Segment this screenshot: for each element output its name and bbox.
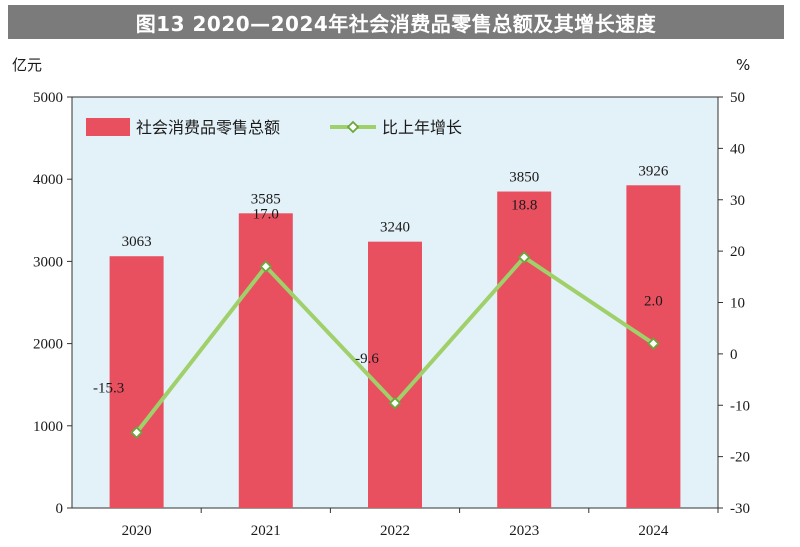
growth-value-label: -15.3	[93, 380, 124, 396]
y-left-tick-label: 0	[56, 501, 64, 517]
legend-line-label: 比上年增长	[382, 118, 462, 137]
growth-value-label: -9.6	[355, 351, 379, 367]
growth-value-label: 18.8	[511, 197, 537, 213]
bar-value-label: 3240	[380, 220, 410, 236]
bar	[497, 191, 552, 508]
bar-value-label: 3926	[638, 163, 669, 179]
y-right-tick-label: -30	[730, 501, 750, 517]
bar-value-label: 3063	[122, 234, 152, 250]
growth-value-label: 17.0	[253, 207, 279, 223]
y-right-tick-label: -10	[730, 398, 750, 414]
x-tick-label: 2023	[509, 523, 539, 539]
y-right-tick-label: 40	[730, 141, 745, 157]
growth-marker	[647, 337, 660, 350]
legend-bar-label: 社会消费品零售总额	[136, 118, 280, 137]
bar-value-label: 3585	[251, 191, 281, 207]
y-right-tick-label: -20	[730, 450, 750, 466]
bar-value-label: 3850	[509, 170, 539, 186]
y-left-tick-label: 4000	[33, 172, 63, 188]
x-tick-label: 2021	[251, 523, 281, 539]
x-tick-label: 2020	[122, 523, 152, 539]
growth-marker	[517, 251, 531, 264]
bar	[109, 256, 164, 508]
y-right-tick-label: 10	[730, 296, 745, 312]
y-right-unit: %	[736, 56, 750, 74]
x-tick-label: 2022	[380, 523, 410, 539]
y-left-tick-label: 5000	[33, 90, 63, 106]
y-right-tick-label: 50	[730, 90, 745, 106]
bar	[238, 213, 293, 509]
x-tick-label: 2024	[638, 523, 669, 539]
growth-marker	[259, 260, 273, 273]
y-right-tick-label: 30	[730, 193, 745, 209]
growth-marker	[130, 426, 143, 439]
chart-title: 图13 2020—2024年社会消费品零售总额及其增长速度	[8, 5, 784, 39]
y-right-tick-label: 20	[730, 244, 745, 260]
y-left-tick-label: 3000	[33, 254, 63, 270]
y-left-tick-label: 2000	[33, 337, 63, 353]
legend-line-marker	[346, 120, 360, 134]
growth-marker	[388, 396, 402, 410]
y-right-tick-label: 0	[730, 347, 738, 363]
y-left-unit: 亿元	[12, 56, 42, 74]
y-left-tick-label: 1000	[33, 419, 63, 435]
growth-value-label: 2.0	[644, 294, 663, 310]
bar	[368, 241, 422, 508]
legend-bar-swatch	[86, 118, 130, 136]
